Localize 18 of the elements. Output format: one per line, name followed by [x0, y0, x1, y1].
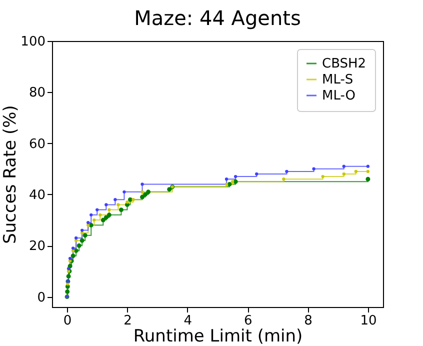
y-tick-label: 20: [28, 239, 46, 254]
x-tick-label: 10: [360, 314, 377, 328]
x-tick-label: 2: [124, 314, 132, 328]
x-tick-label: 6: [244, 314, 252, 328]
y-tick-label: 0: [37, 290, 46, 306]
x-tick-label: 0: [63, 314, 72, 328]
y-tick-label: 80: [28, 86, 46, 101]
y-axis-title: Succes Rate (%): [0, 105, 21, 244]
legend-label: CBSH2: [322, 56, 366, 72]
y-tick-label: 100: [20, 34, 46, 50]
legend-label: ML-S: [322, 72, 354, 88]
chart-title: Maze: 44 Agents: [134, 6, 301, 30]
x-tick-label: 8: [304, 314, 312, 328]
x-tick-label: 4: [184, 314, 192, 328]
y-tick-label: 60: [28, 136, 46, 152]
y-tick-label: 40: [28, 188, 46, 203]
x-axis-title: Runtime Limit (min): [133, 326, 303, 346]
legend-label: ML-O: [322, 88, 356, 104]
